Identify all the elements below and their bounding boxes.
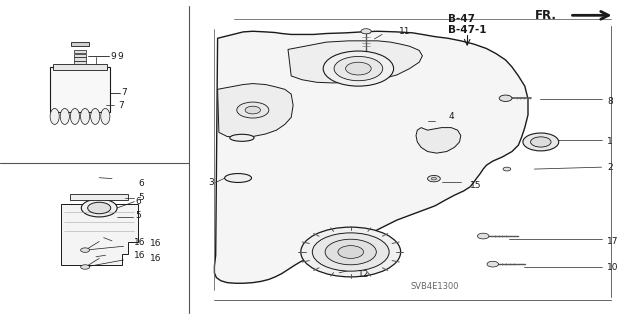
Text: 6: 6 bbox=[138, 179, 144, 188]
Ellipse shape bbox=[100, 108, 110, 124]
Text: 3: 3 bbox=[209, 178, 214, 187]
Bar bbox=[53, 64, 108, 70]
Polygon shape bbox=[288, 41, 422, 83]
Circle shape bbox=[338, 246, 364, 258]
Text: 16: 16 bbox=[134, 251, 146, 260]
Text: 5: 5 bbox=[138, 193, 144, 202]
Circle shape bbox=[245, 106, 260, 114]
Circle shape bbox=[88, 202, 111, 214]
Circle shape bbox=[325, 239, 376, 265]
Polygon shape bbox=[214, 31, 528, 283]
Circle shape bbox=[531, 137, 551, 147]
Circle shape bbox=[346, 62, 371, 75]
Text: 16: 16 bbox=[150, 254, 162, 263]
Bar bbox=[50, 67, 110, 112]
Text: 6: 6 bbox=[136, 197, 141, 206]
Text: 11: 11 bbox=[399, 27, 411, 36]
Circle shape bbox=[323, 51, 394, 86]
Text: 17: 17 bbox=[607, 237, 619, 246]
Text: 7: 7 bbox=[122, 88, 127, 97]
Text: 2: 2 bbox=[607, 163, 613, 172]
Bar bbox=[74, 54, 86, 57]
Text: 5: 5 bbox=[136, 211, 141, 220]
Polygon shape bbox=[416, 128, 461, 153]
Polygon shape bbox=[218, 84, 293, 137]
Text: B-47: B-47 bbox=[448, 13, 475, 24]
Circle shape bbox=[499, 95, 512, 101]
Circle shape bbox=[301, 227, 401, 277]
Text: B-47-1: B-47-1 bbox=[448, 25, 486, 35]
Text: 1: 1 bbox=[607, 137, 613, 146]
Circle shape bbox=[237, 102, 269, 118]
Circle shape bbox=[431, 177, 436, 180]
Circle shape bbox=[503, 167, 511, 171]
Circle shape bbox=[361, 29, 371, 34]
Circle shape bbox=[81, 248, 90, 252]
Text: 8: 8 bbox=[607, 97, 613, 106]
Ellipse shape bbox=[225, 174, 252, 182]
Text: 9: 9 bbox=[118, 52, 124, 61]
Ellipse shape bbox=[60, 108, 69, 124]
Bar bbox=[74, 61, 86, 64]
Ellipse shape bbox=[50, 108, 60, 124]
Text: 16: 16 bbox=[134, 238, 146, 247]
Text: 10: 10 bbox=[607, 263, 619, 272]
Text: 12: 12 bbox=[358, 270, 369, 279]
Circle shape bbox=[523, 133, 559, 151]
Text: 15: 15 bbox=[470, 181, 481, 189]
Circle shape bbox=[487, 261, 499, 267]
Bar bbox=[70, 194, 128, 200]
Text: FR.: FR. bbox=[535, 9, 557, 22]
Bar bbox=[74, 57, 86, 61]
Text: 7: 7 bbox=[118, 101, 124, 110]
Text: 9: 9 bbox=[110, 52, 116, 61]
Circle shape bbox=[81, 265, 90, 269]
Bar bbox=[74, 50, 86, 53]
Circle shape bbox=[312, 233, 389, 271]
Circle shape bbox=[428, 175, 440, 182]
Ellipse shape bbox=[81, 108, 90, 124]
Circle shape bbox=[477, 233, 489, 239]
Circle shape bbox=[334, 56, 383, 81]
Text: 16: 16 bbox=[150, 239, 162, 248]
Text: 4: 4 bbox=[449, 112, 454, 121]
Ellipse shape bbox=[230, 134, 254, 141]
Text: SVB4E1300: SVB4E1300 bbox=[411, 282, 460, 291]
Ellipse shape bbox=[91, 108, 100, 124]
Ellipse shape bbox=[70, 108, 79, 124]
Circle shape bbox=[81, 199, 117, 217]
Polygon shape bbox=[61, 204, 138, 265]
Bar bbox=[71, 42, 89, 46]
